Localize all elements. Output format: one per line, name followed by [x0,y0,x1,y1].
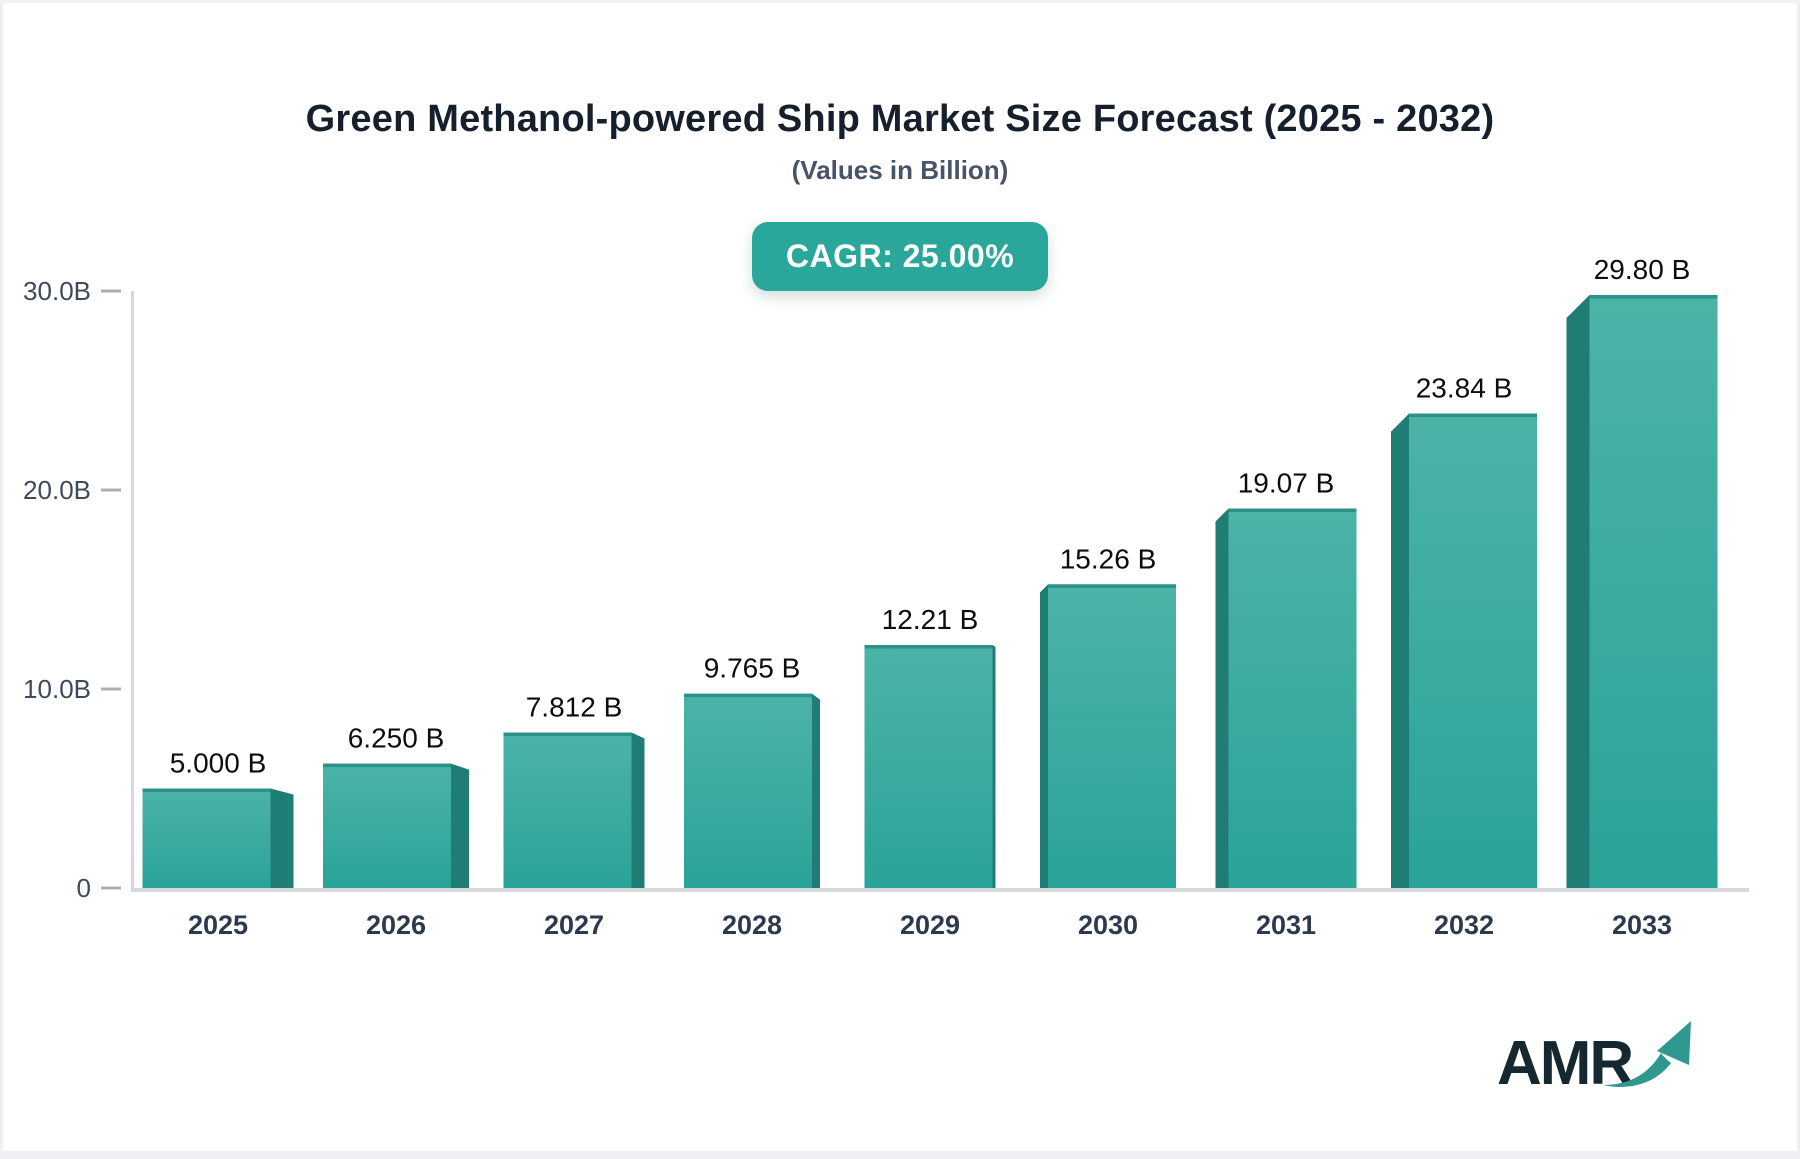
chart-header: Green Methanol-powered Ship Market Size … [3,3,1797,291]
growth-arrow-icon [1603,1021,1691,1087]
y-tick-label: 0 [77,873,91,903]
bar-front-face [323,763,451,888]
bar-top-cap [1048,584,1176,588]
chart-subtitle: (Values in Billion) [791,155,1009,185]
bar-side-face [1391,413,1409,888]
bar-front-face [1048,584,1176,888]
bar-2026[interactable]: 6.250 B 2026 [323,723,469,940]
bar-side-face [451,763,469,888]
bar-front-face [684,693,812,888]
bar-2025[interactable]: 5.000 B 2025 [142,748,294,941]
y-axis-line [131,291,134,892]
bar-side-face [270,788,294,888]
bar-top-cap [142,788,271,792]
bar-top-cap [1589,294,1718,299]
bar-value-label: 23.84 B [1416,373,1513,404]
bar-side-face [1040,584,1048,888]
bar-top-cap [1409,413,1537,418]
bar-front-face [142,788,271,888]
bar-side-face [631,732,645,888]
bar-value-label: 29.80 B [1594,254,1691,285]
bar-2033[interactable]: 29.80 B 2033 [1566,254,1718,940]
x-tick-label: 2032 [1434,910,1494,940]
y-tick-label: 30.0B [23,276,91,306]
bar-value-label: 5.000 B [170,748,267,779]
chart-card: 0 10.0B 20.0B 30.0B 5.000 B 2025 6.250 B 2026 7.… [3,3,1797,1151]
bar-side-face [812,693,820,888]
x-tick-label: 2033 [1612,910,1672,940]
bar-2028[interactable]: 9.765 B 2028 [684,653,820,940]
bar-chart-canvas[interactable]: 0 10.0B 20.0B 30.0B 5.000 B 2025 6.250 B 2026 7.… [3,3,1800,1159]
x-tick-label: 2028 [722,910,782,940]
bar-value-label: 15.26 B [1060,543,1157,574]
x-tick-label: 2026 [366,910,426,940]
bar-side-face [992,645,996,888]
bar-value-label: 7.812 B [526,692,623,723]
bar-2027[interactable]: 7.812 B 2027 [503,692,645,940]
bar-top-cap [864,645,993,649]
bar-value-label: 6.250 B [348,723,445,754]
bar-top-cap [503,732,632,737]
bar-front-face [1589,294,1718,889]
x-tick-label: 2025 [188,910,248,940]
bar-front-face [503,732,632,888]
bar-side-face [1215,508,1229,888]
bar-2030[interactable]: 15.26 B 2030 [1040,543,1176,940]
bar-value-label: 9.765 B [704,653,801,684]
x-tick-label: 2027 [544,910,604,940]
bar-side-face [1566,294,1590,889]
x-tick-label: 2030 [1078,910,1138,940]
x-tick-label: 2031 [1256,910,1316,940]
y-tick-label: 20.0B [23,475,91,505]
bar-front-face [864,645,993,888]
chart-title: Green Methanol-powered Ship Market Size … [305,98,1495,140]
bar-front-face [1409,413,1537,888]
x-axis-line [131,888,1749,892]
y-tick-label: 10.0B [23,674,91,704]
cagr-badge: CAGR: 25.00% [751,222,1049,291]
bar-top-cap [684,693,812,698]
bar-top-cap [323,763,451,768]
bar-2029[interactable]: 12.21 B 2029 [864,604,996,940]
amr-logo: AMR [1497,1021,1697,1107]
x-tick-label: 2029 [900,910,960,940]
bar-2031[interactable]: 19.07 B 2031 [1215,468,1357,940]
bar-front-face [1228,508,1357,888]
amr-logo-text: AMR [1497,1029,1634,1098]
bar-top-cap [1228,508,1357,513]
bar-value-label: 12.21 B [882,604,979,635]
bar-2032[interactable]: 23.84 B 2032 [1391,373,1537,940]
bar-value-label: 19.07 B [1238,468,1335,499]
